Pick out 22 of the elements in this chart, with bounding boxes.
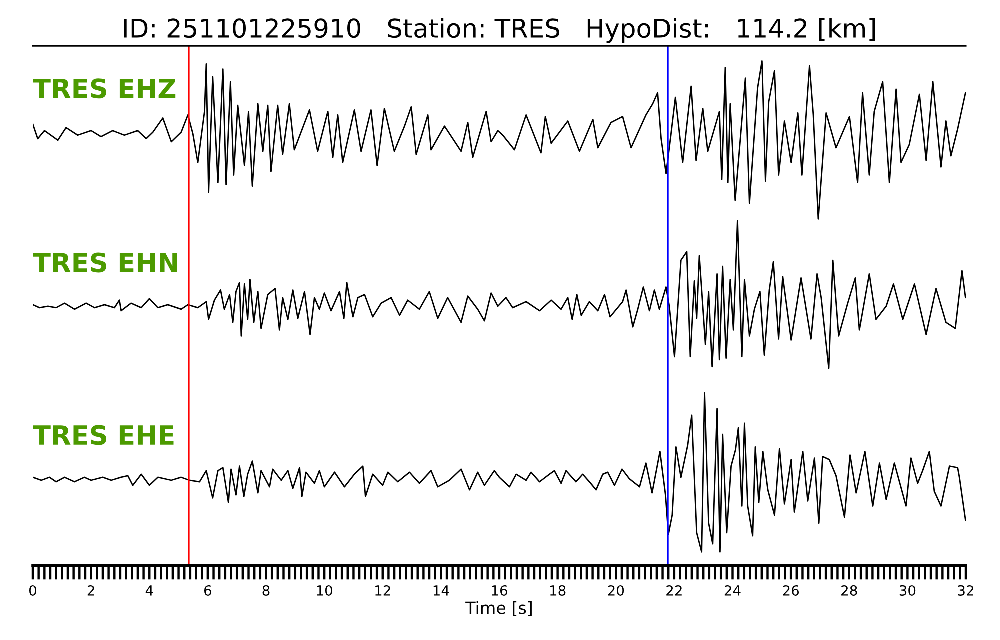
x-tick-label: 10 <box>317 585 332 596</box>
series-label: TRES EHZ <box>33 78 176 99</box>
x-tick-label: 22 <box>666 585 682 596</box>
x-tick-label: 14 <box>434 586 450 596</box>
x-tick-label: 30 <box>900 585 916 596</box>
chart-title: ID: 251101225910 Station: TRES HypoDist: 114.2 [km] <box>124 18 876 44</box>
x-tick-label: 32 <box>958 585 974 596</box>
x-tick-label: 26 <box>783 585 800 596</box>
series-label: TRES EHE <box>33 425 174 446</box>
x-axis-title: Time [s] <box>466 601 532 616</box>
x-tick-label: 24 <box>724 585 741 596</box>
x-tick-label: 2 <box>88 585 94 596</box>
x-tick-label: 16 <box>492 585 508 596</box>
x-tick-label: 28 <box>842 585 858 596</box>
x-tick-label: 20 <box>608 585 624 596</box>
x-tick-label: 4 <box>146 586 154 596</box>
x-tick-label: 6 <box>204 585 212 596</box>
x-tick-label: 12 <box>376 585 390 596</box>
x-tick-label: 18 <box>550 585 566 596</box>
x-tick-label: 8 <box>262 585 270 596</box>
x-tick-label: 0 <box>29 585 36 596</box>
series-label: TRES EHN <box>33 252 178 273</box>
